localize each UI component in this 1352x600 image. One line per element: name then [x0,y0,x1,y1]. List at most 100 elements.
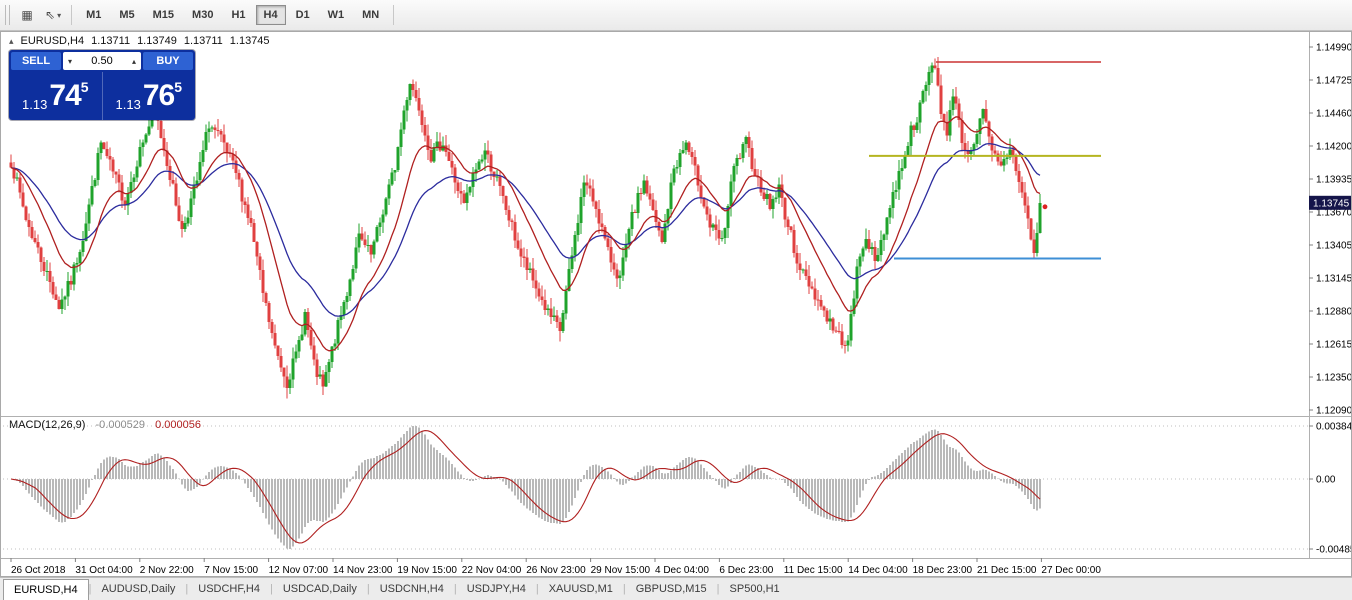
volume-input[interactable] [77,52,127,70]
chevron-down-icon: ▾ [57,10,62,20]
svg-text:1.13670: 1.13670 [1316,208,1351,219]
bar-chart-icon: ▦ [21,8,33,22]
ohlc-close: 1.13745 [229,35,270,47]
candles-layer [9,57,1042,399]
tab-separator: | [185,583,189,595]
chart-tab-usdcnh-h4[interactable]: USDCNH,H4 [379,583,444,595]
timeframe-button-mn[interactable]: MN [362,9,380,21]
chart-ohlc-header: ▴ EURUSD,H4 1.13711 1.13749 1.13711 1.13… [9,35,270,47]
timeframe-button-h4[interactable]: H4 [255,5,286,25]
chart-tab-sp500-h1[interactable]: SP500,H1 [729,583,780,595]
svg-text:1.13405: 1.13405 [1316,241,1351,252]
ask-price[interactable]: 1.13 76 5 [101,72,196,120]
timeframe-button-h1[interactable]: H1 [231,9,246,21]
ask-prefix: 1.13 [115,97,141,112]
top-toolbar: ▦ ⇖ ▾ M1 M5 M15 M30 H1 H4 D1 W1 MN [0,0,1352,31]
timeframe-button-m30[interactable]: M30 [192,9,214,21]
svg-text:0.00: 0.00 [1316,475,1336,486]
svg-text:7 Nov 15:00: 7 Nov 15:00 [204,565,258,576]
svg-text:26 Nov 23:00: 26 Nov 23:00 [526,565,586,576]
chart-tab-gbpusd-m15[interactable]: GBPUSD,M15 [635,583,707,595]
ohlc-high: 1.13749 [137,35,177,47]
svg-text:21 Dec 15:00: 21 Dec 15:00 [977,565,1037,576]
svg-text:12 Nov 07:00: 12 Nov 07:00 [269,565,329,576]
trade-marker [1042,204,1048,210]
svg-text:1.14460: 1.14460 [1316,109,1351,120]
macd-histogram [13,426,1041,549]
one-click-trading-panel: SELL ▾ ▴ BUY 1.13 74 5 1.13 76 5 [9,50,195,120]
svg-text:1.13935: 1.13935 [1316,175,1351,186]
timeframe-button-m15[interactable]: M15 [152,9,175,21]
chart-tab-usdchf-h4[interactable]: USDCHF,H4 [198,583,260,595]
macd-main-value: -0.000529 [95,419,146,431]
cursor-button[interactable]: ⇖ ▾ [41,4,65,26]
timeframe-button-m5[interactable]: M5 [119,9,135,21]
svg-text:18 Dec 23:00: 18 Dec 23:00 [913,565,973,576]
volume-decrease-button[interactable]: ▾ [67,56,72,66]
svg-text:-0.004856: -0.004856 [1316,545,1351,556]
tab-separator: | [366,583,370,595]
svg-text:1.12880: 1.12880 [1316,307,1351,318]
ohlc-open: 1.13711 [91,35,131,47]
time-axis[interactable]: 26 Oct 2018 31 Oct 04:00 2 Nov 22:00 7 Nov … [10,558,1101,576]
toolbar-separator [393,5,395,25]
volume-increase-button[interactable]: ▴ [131,56,136,66]
ask-pipette: 5 [174,79,182,95]
chart-type-button[interactable]: ▦ [15,4,39,26]
tab-separator: | [716,583,720,595]
chart-tab-audusd-daily[interactable]: AUDUSD,Daily [101,583,176,595]
macd-axis[interactable]: 0.003847 0.00 -0.004856 [1309,422,1351,556]
svg-text:4 Dec 04:00: 4 Dec 04:00 [655,565,709,576]
chart-tab-usdjpy-h4[interactable]: USDJPY,H4 [466,583,526,595]
ma-fast-line [10,116,1041,352]
price-chart[interactable]: 1.149901.147251.144601.142001.139351.136… [1,32,1351,576]
timeframe-button-m1[interactable]: M1 [86,9,102,21]
chart-tab-xauusd-m1[interactable]: XAUUSD,M1 [548,583,613,595]
svg-text:1.12350: 1.12350 [1316,373,1351,384]
ma-slow-line [10,142,1041,317]
svg-text:1.13745: 1.13745 [1313,198,1350,209]
svg-text:1.13145: 1.13145 [1316,274,1351,285]
svg-text:1.14990: 1.14990 [1316,43,1351,54]
timeframe-buttons: M1 M5 M15 M30 H1 H4 D1 W1 MN [77,5,388,25]
svg-text:14 Dec 04:00: 14 Dec 04:00 [848,565,908,576]
one-click-controls: SELL ▾ ▴ BUY [9,50,195,72]
buy-button[interactable]: BUY [143,52,193,70]
bid-prefix: 1.13 [22,97,48,112]
macd-indicator-label: MACD(12,26,9) -0.000529 0.000056 [9,419,201,431]
toolbar-separator [71,5,73,25]
chart-window: 1.14990 1.14725 1.14460 1.14200 1.13935 1.136… [0,31,1352,577]
timeframe-button-w1[interactable]: W1 [327,9,345,21]
svg-text:22 Nov 04:00: 22 Nov 04:00 [462,565,522,576]
bid-pipette: 5 [80,79,89,95]
ohlc-low: 1.13711 [183,35,223,47]
window-collapse-icon: ▴ [9,35,14,46]
svg-text:6 Dec 23:00: 6 Dec 23:00 [719,565,773,576]
svg-text:1.14200: 1.14200 [1316,142,1351,153]
timeframe-button-d1[interactable]: D1 [295,9,310,21]
bid-price[interactable]: 1.13 74 5 [9,72,102,120]
tab-separator: | [535,583,539,595]
cursor-icon: ⇖ [45,8,56,22]
svg-text:31 Oct 04:00: 31 Oct 04:00 [75,565,133,576]
svg-text:29 Nov 15:00: 29 Nov 15:00 [591,565,651,576]
price-axis[interactable]: 1.14990 1.14725 1.14460 1.14200 1.13935 1.136… [1309,43,1351,417]
macd-gridlines [3,425,1309,550]
tab-separator: | [270,583,273,595]
symbol-label: EURUSD,H4 [20,35,85,47]
toolbar-grip[interactable] [5,5,10,25]
bid-ask-quotes: 1.13 74 5 1.13 76 5 [9,72,195,120]
chart-tab-usdcad-daily[interactable]: USDCAD,Daily [282,583,357,595]
sell-button[interactable]: SELL [11,52,61,70]
svg-text:1.14725: 1.14725 [1316,76,1351,87]
macd-signal-value: 0.000056 [155,419,201,431]
svg-text:0.003847: 0.003847 [1316,422,1351,433]
volume-control: ▾ ▴ [63,52,141,70]
svg-text:11 Dec 15:00: 11 Dec 15:00 [784,565,843,576]
svg-text:14 Nov 23:00: 14 Nov 23:00 [333,565,393,576]
macd-signal-line [10,430,1041,544]
svg-text:19 Nov 15:00: 19 Nov 15:00 [397,565,457,576]
svg-text:1.12615: 1.12615 [1316,340,1351,351]
svg-text:27 Dec 00:00: 27 Dec 00:00 [1041,565,1101,576]
chart-tab-eurusd-h4[interactable]: EURUSD,H4 [3,579,89,600]
